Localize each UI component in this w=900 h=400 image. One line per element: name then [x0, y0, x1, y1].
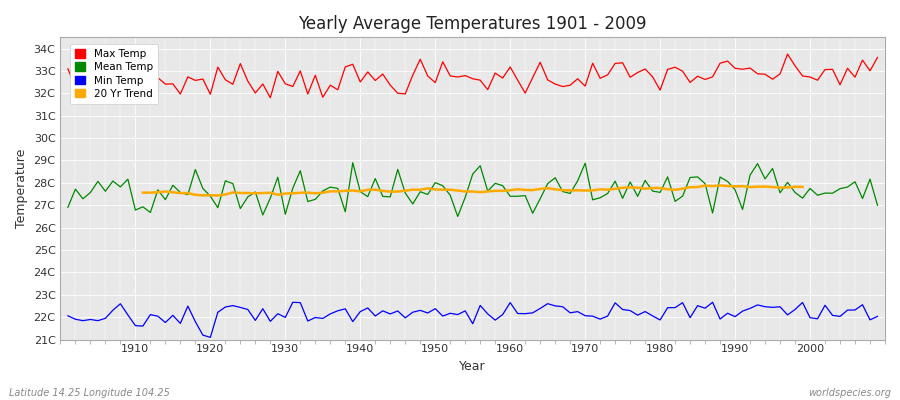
- Title: Yearly Average Temperatures 1901 - 2009: Yearly Average Temperatures 1901 - 2009: [299, 15, 647, 33]
- Text: worldspecies.org: worldspecies.org: [808, 388, 891, 398]
- X-axis label: Year: Year: [459, 360, 486, 373]
- Legend: Max Temp, Mean Temp, Min Temp, 20 Yr Trend: Max Temp, Mean Temp, Min Temp, 20 Yr Tre…: [69, 44, 158, 104]
- Y-axis label: Temperature: Temperature: [15, 149, 28, 228]
- Text: Latitude 14.25 Longitude 104.25: Latitude 14.25 Longitude 104.25: [9, 388, 170, 398]
